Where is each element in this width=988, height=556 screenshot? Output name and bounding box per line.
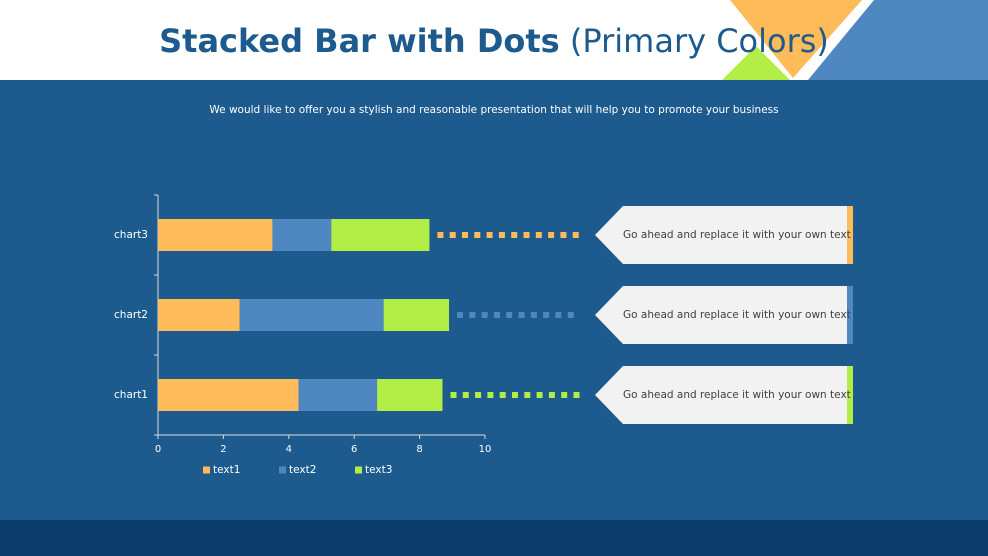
connector-dot — [548, 392, 555, 398]
deco-blue — [808, 0, 988, 80]
y-tick-label: chart3 — [114, 229, 148, 241]
connector-dot — [560, 232, 567, 238]
connector-dot — [506, 312, 513, 318]
connector-dot — [511, 392, 518, 398]
connector-dot — [567, 312, 574, 318]
legend-swatch — [203, 466, 210, 474]
callout-text: Go ahead and replace it with your own te… — [623, 309, 851, 321]
connector-dot — [462, 232, 469, 238]
connector-dot — [457, 312, 464, 318]
x-tick-label: 2 — [220, 444, 226, 455]
footer-bg — [0, 520, 988, 556]
connector-dot — [555, 312, 562, 318]
bar-segment — [377, 379, 443, 411]
connector-dot — [543, 312, 550, 318]
connector-dot — [572, 232, 579, 238]
connector-dot — [481, 312, 488, 318]
connector-dot — [462, 392, 469, 398]
connector-dot — [518, 312, 525, 318]
title-main: Stacked Bar with Dots — [159, 22, 560, 60]
legend-label: text3 — [365, 464, 392, 476]
x-tick-label: 0 — [155, 444, 161, 455]
bar-segment — [158, 379, 299, 411]
connector-dot — [561, 392, 568, 398]
bar-segment — [383, 299, 450, 331]
title: Stacked Bar with Dots (Primary Colors) — [159, 22, 829, 60]
connector-dot — [523, 232, 530, 238]
callout — [595, 206, 847, 264]
legend-label: text1 — [213, 464, 240, 476]
connector-dot — [511, 232, 518, 238]
connector-dot — [437, 232, 444, 238]
x-tick-label: 4 — [286, 444, 292, 455]
callout-text: Go ahead and replace it with your own te… — [623, 229, 851, 241]
title-note: (Primary Colors) — [570, 22, 829, 60]
connector-dot — [548, 232, 555, 238]
x-tick-label: 6 — [351, 444, 357, 455]
legend-label: text2 — [289, 464, 316, 476]
connector-dot — [450, 392, 457, 398]
bar-segment — [272, 219, 332, 251]
legend-swatch — [355, 466, 362, 474]
deco-orange — [730, 0, 862, 78]
connector-dot — [475, 392, 482, 398]
connector-dot — [498, 232, 505, 238]
connector-dot — [573, 392, 580, 398]
subtitle: We would like to offer you a stylish and… — [209, 104, 778, 116]
x-tick-label: 8 — [416, 444, 422, 455]
bar-segment — [158, 299, 240, 331]
callout-strip — [847, 286, 853, 344]
connector-dot — [524, 392, 531, 398]
bar-segment — [298, 379, 378, 411]
connector-dot — [536, 392, 543, 398]
connector-dot — [487, 392, 494, 398]
callout-strip — [847, 206, 853, 264]
bar-segment — [158, 219, 273, 251]
bar-segment — [331, 219, 430, 251]
x-tick-label: 10 — [479, 444, 492, 455]
connector-dot — [499, 392, 506, 398]
callout-text: Go ahead and replace it with your own te… — [623, 389, 851, 401]
bar-segment — [239, 299, 384, 331]
callout — [595, 366, 847, 424]
callout-strip — [847, 366, 853, 424]
connector-dot — [535, 232, 542, 238]
y-tick-label: chart1 — [114, 389, 148, 401]
deco-green — [722, 46, 790, 80]
legend-swatch — [279, 466, 286, 474]
connector-dot — [486, 232, 493, 238]
connector-dot — [474, 232, 481, 238]
y-tick-label: chart2 — [114, 309, 148, 321]
connector-dot — [493, 312, 500, 318]
callout — [595, 286, 847, 344]
connector-dot — [449, 232, 456, 238]
connector-dot — [530, 312, 537, 318]
connector-dot — [469, 312, 476, 318]
